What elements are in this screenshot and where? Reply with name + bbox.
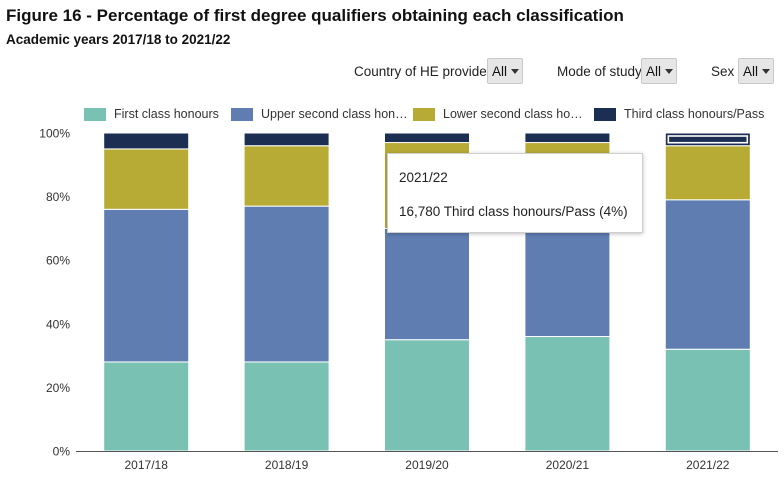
bar-segment-upper[interactable]: [384, 227, 470, 341]
country-filter-dropdown[interactable]: All: [487, 58, 523, 84]
bar-segment-first[interactable]: [384, 339, 470, 452]
bar-segment-first[interactable]: [524, 336, 611, 452]
legend-label-first: First class honours: [114, 107, 219, 121]
legend-swatch-third: [594, 108, 616, 121]
y-tick-label: 0%: [53, 445, 71, 459]
legend-swatch-lower: [413, 108, 435, 121]
chart-subtitle: Academic years 2017/18 to 2021/22: [6, 32, 231, 47]
x-tick-label: 2021/22: [686, 458, 730, 472]
sex-filter-dropdown[interactable]: All: [738, 58, 774, 84]
bar-segment-upper[interactable]: [103, 208, 190, 363]
y-tick-label: 100%: [39, 127, 70, 141]
x-tick-label: 2019/20: [405, 458, 449, 472]
y-tick-label: 40%: [46, 317, 70, 331]
bar-segment-lower[interactable]: [243, 145, 330, 207]
mode-filter-label: Mode of study: [557, 64, 642, 79]
bar-highlight-outline: [667, 135, 749, 144]
legend-swatch-upper: [231, 108, 253, 121]
country-filter-value: All: [492, 64, 508, 79]
sex-filter-value: All: [743, 64, 759, 79]
x-tick-label: 2020/21: [546, 458, 590, 472]
bar-segment-first[interactable]: [103, 361, 190, 452]
legend-label-third: Third class honours/Pass: [624, 107, 765, 121]
bar-segment-first[interactable]: [664, 348, 751, 452]
chevron-down-icon: [762, 69, 770, 74]
mode-filter-value: All: [646, 64, 662, 79]
y-tick-label: 60%: [46, 254, 70, 268]
legend-label-lower: Lower second class ho…: [443, 107, 583, 121]
chart-title: Figure 16 - Percentage of first degree q…: [6, 6, 624, 25]
x-tick-label: 2018/19: [265, 458, 309, 472]
bar-segment-first[interactable]: [243, 361, 330, 452]
bar-segment-third[interactable]: [243, 132, 330, 147]
bar-segment-upper[interactable]: [664, 199, 751, 350]
mode-filter-dropdown[interactable]: All: [641, 58, 677, 84]
legend-swatch-first: [84, 108, 106, 121]
y-tick-label: 80%: [46, 190, 70, 204]
country-filter-label: Country of HE provider: [354, 64, 492, 79]
bar-segment-lower[interactable]: [664, 145, 751, 201]
tooltip: 2021/22 16,780 Third class honours/Pass …: [387, 153, 643, 233]
bar-segment-third[interactable]: [664, 132, 751, 147]
y-tick-label: 20%: [46, 381, 70, 395]
tooltip-year: 2021/22: [399, 170, 448, 185]
chevron-down-icon: [665, 69, 673, 74]
bar-segment-third[interactable]: [384, 132, 470, 144]
x-tick-label: 2017/18: [125, 458, 169, 472]
bar-segment-upper[interactable]: [524, 227, 611, 338]
legend-label-upper: Upper second class hon…: [261, 107, 408, 121]
bar-segment-upper[interactable]: [243, 205, 330, 363]
tooltip-text: 16,780 Third class honours/Pass (4%): [399, 204, 628, 219]
bar-segment-third[interactable]: [524, 132, 611, 144]
sex-filter-label: Sex: [711, 64, 735, 79]
bar-segment-lower[interactable]: [103, 148, 190, 210]
chevron-down-icon: [511, 69, 519, 74]
bar-segment-third[interactable]: [103, 132, 190, 150]
